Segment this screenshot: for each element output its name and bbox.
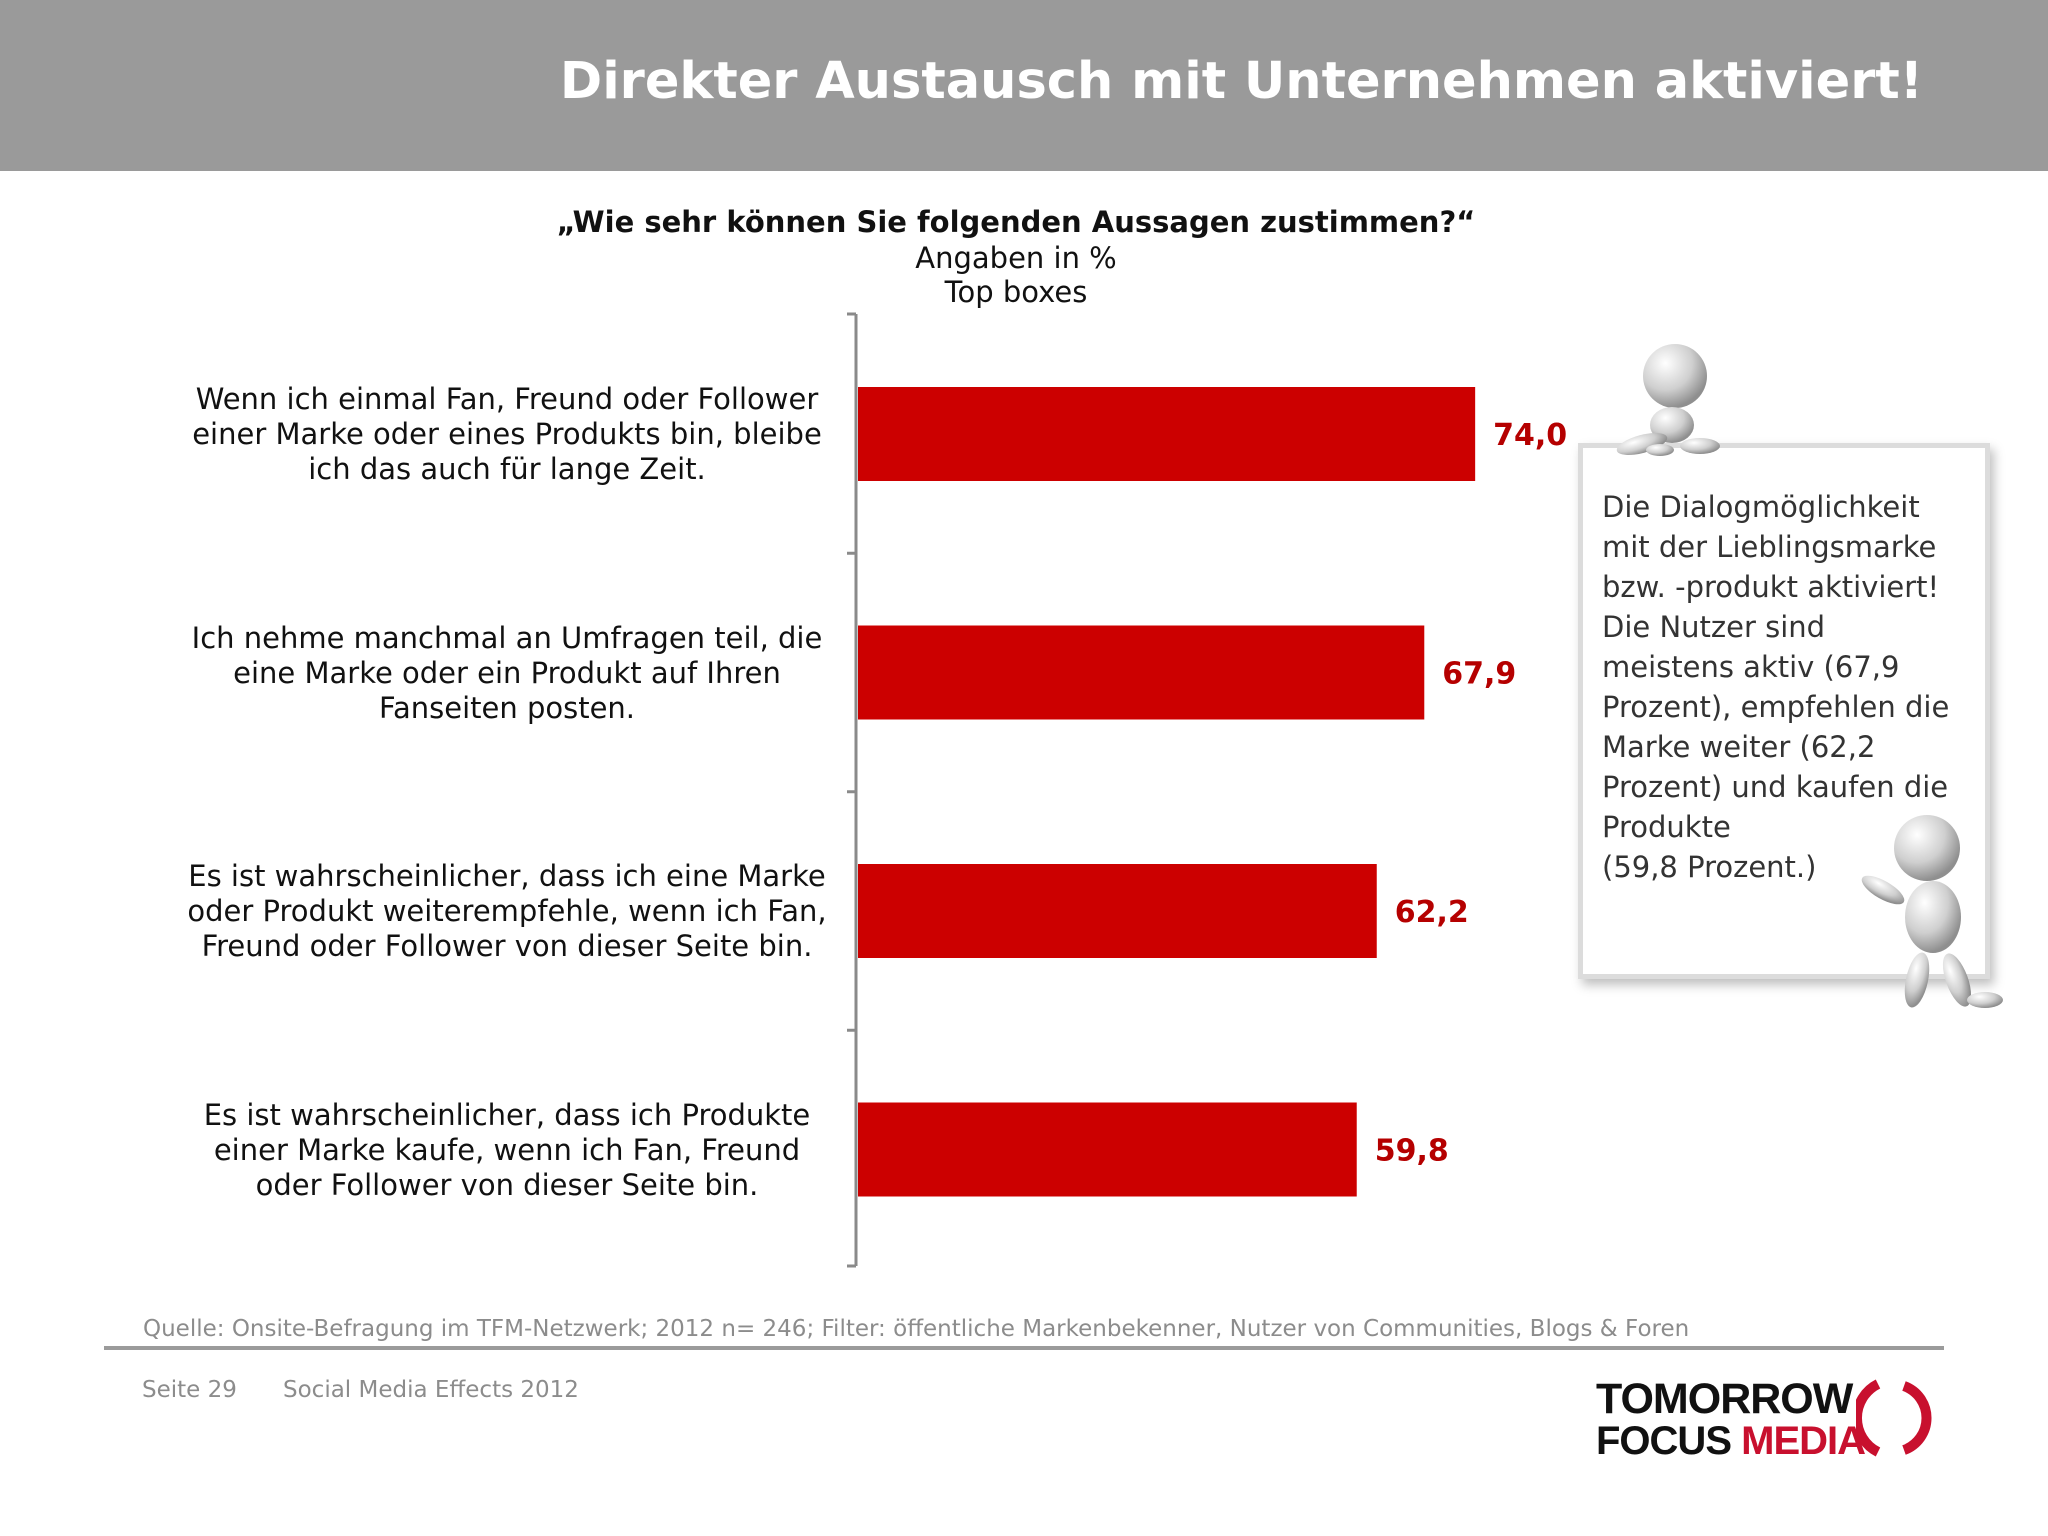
logo-text: TOMORROW [1596,1375,1853,1423]
data-label: 67,9 [1442,657,1516,692]
category-label-line: Es ist wahrscheinlicher, dass ich eine M… [188,859,826,893]
page-number: Seite 29 [142,1377,237,1403]
info-line: Die Dialogmöglichkeit [1602,490,1920,524]
info-line: mit der Lieblingsmarke [1602,530,1937,564]
logo-text-focus: FOCUS [1596,1419,1742,1463]
bar [858,625,1425,720]
footer-title: Social Media Effects 2012 [283,1377,579,1403]
info-text: Die Dialogmöglichkeit mit der Lieblingsm… [1602,487,1982,887]
footer-divider [104,1346,1944,1350]
3d-figure-icon [1861,815,2003,1008]
logo-text: FOCUS MEDIA [1596,1419,1866,1464]
chart-title: „Wie sehr können Sie folgenden Aussagen … [556,205,1476,239]
info-line: Prozent), empfehlen die [1602,690,1950,724]
info-line: meistens aktiv (67,9 [1602,650,1900,684]
data-label: 59,8 [1375,1134,1449,1169]
category-label-line: Ich nehme manchmal an Umfragen teil, die [191,620,823,655]
category-label: Ich nehme manchmal an Umfragen teil, die… [187,621,827,726]
bar [858,1102,1357,1197]
category-label-line: ich das auch für lange Zeit. [308,452,706,486]
category-label-line: Freund oder Follower von dieser Seite bi… [201,929,813,963]
source-note: Quelle: Onsite-Befragung im TFM-Netzwerk… [143,1316,1690,1342]
info-line: Prozent) und kaufen die [1602,770,1949,804]
category-label-line: einer Marke kaufe, wenn ich Fan, Freund [213,1132,801,1167]
category-label-line: oder Produkt weiterempfehle, wenn ich Fa… [187,894,827,928]
bar-chart: 74,0 67,9 62,2 59,8 [847,312,1567,1268]
header-bar: Direkter Austausch mit Unternehmen aktiv… [0,0,2048,171]
logo-mark-icon [1856,1379,1932,1457]
chart-subtitle: Top boxes [944,275,1088,309]
info-line: Die Nutzer sind [1602,610,1826,644]
category-label-line: oder Follower von dieser Seite bin. [255,1167,759,1202]
bar [858,387,1476,481]
category-label: Es ist wahrscheinlicher, dass ich Produk… [187,1098,827,1203]
category-label-line: eine Marke oder ein Produkt auf Ihren [233,655,781,690]
logo-text-media: MEDIA [1741,1419,1866,1463]
page-title: Direkter Austausch mit Unternehmen aktiv… [559,52,1923,111]
category-label-line: Fanseiten posten. [378,690,636,725]
category-label-line: Es ist wahrscheinlicher, dass ich Produk… [203,1097,811,1132]
bar [858,864,1377,958]
info-line: Produkte [1602,810,1731,844]
category-label: Es ist wahrscheinlicher, dass ich eine M… [187,859,827,964]
category-label-line: einer Marke oder eines Produkts bin, ble… [192,417,822,451]
data-label: 62,2 [1395,895,1469,930]
category-label: Wenn ich einmal Fan, Freund oder Followe… [187,382,827,487]
info-line: Marke weiter (62,2 [1602,730,1876,764]
data-label: 74,0 [1493,418,1567,453]
info-line: (59,8 Prozent.) [1602,850,1817,884]
info-line: bzw. -produkt aktiviert! [1602,570,1940,604]
3d-figure-icon [1616,344,1720,456]
category-label-line: Wenn ich einmal Fan, Freund oder Followe… [195,382,819,416]
chart-subtitle: Angaben in % [915,241,1117,275]
